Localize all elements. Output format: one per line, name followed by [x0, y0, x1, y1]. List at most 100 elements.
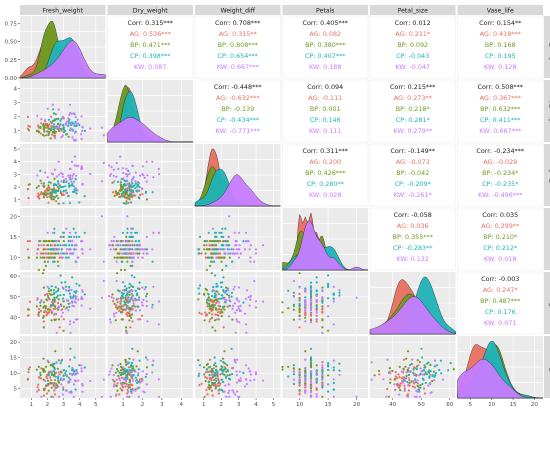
point-kw [53, 168, 57, 171]
point-cp [213, 260, 216, 263]
point-kw [76, 189, 79, 192]
panel [107, 336, 193, 398]
point-bp [136, 350, 139, 353]
point-kw [232, 366, 235, 369]
point-cp [131, 185, 134, 188]
point-kw [309, 288, 313, 291]
point-bp [120, 256, 124, 259]
point-kw [109, 321, 112, 324]
point-ag [40, 367, 43, 370]
point-cp [292, 373, 295, 376]
point-bp [126, 260, 129, 263]
point-kw [75, 122, 78, 126]
point-ag [45, 311, 48, 314]
point-bp [45, 298, 48, 301]
point-cp [135, 294, 138, 297]
point-kw [74, 115, 77, 118]
corr-value-bp: BP: 0.210* [483, 233, 517, 241]
point-bp [281, 368, 284, 371]
point-kw [89, 307, 92, 310]
point-kw [131, 164, 134, 167]
point-cp [198, 364, 202, 367]
strip-label-top: Petal_size [398, 8, 429, 15]
point-ag [53, 123, 56, 126]
point-cp [62, 179, 65, 182]
point-kw [65, 120, 68, 123]
point-cp [327, 282, 330, 285]
point-kw [51, 300, 54, 303]
point-kw [76, 372, 79, 375]
point-ag [57, 385, 60, 388]
point-cp [54, 191, 57, 194]
corr-value-kw: KW: 0.111 [309, 127, 341, 135]
point-cp [151, 303, 154, 306]
corr-value-cp: CP: 0.146 [310, 116, 341, 124]
point-bp [52, 198, 56, 201]
point-kw [89, 248, 92, 251]
point-bp [56, 308, 60, 311]
point-cp [214, 274, 217, 277]
point-bp [114, 190, 117, 193]
corr-value-cp: CP: 0.407*** [305, 52, 345, 60]
tick-label-x: 10 [296, 402, 304, 408]
corr-panel-bg [457, 271, 544, 335]
point-kw [145, 180, 148, 183]
point-bp [113, 194, 116, 197]
point-kw [145, 160, 148, 163]
panel [195, 336, 281, 398]
corr-value-corr: Corr: 0.405*** [303, 19, 348, 27]
point-kw [77, 379, 80, 382]
point-ag [62, 318, 65, 321]
point-cp [65, 133, 68, 136]
tick-label-y: 20 [10, 214, 18, 220]
point-bp [42, 127, 45, 130]
point-bp [211, 326, 214, 329]
corr-value-corr: Corr: 0.154** [479, 19, 521, 27]
point-ag [424, 392, 427, 395]
point-bp [35, 129, 38, 133]
point-kw [102, 161, 105, 165]
point-bp [42, 306, 45, 309]
point-cp [227, 370, 230, 373]
point-cp [53, 118, 56, 121]
point-ag [47, 186, 50, 189]
point-kw [108, 294, 111, 298]
point-cp [137, 368, 140, 371]
point-cp [222, 276, 225, 279]
point-ag [26, 115, 29, 118]
corr-value-corr: Corr: -0.058 [394, 211, 432, 219]
point-ag [134, 305, 137, 308]
point-kw [401, 379, 404, 382]
point-cp [83, 195, 86, 198]
point-ag [37, 244, 40, 247]
point-kw [231, 389, 234, 392]
point-bp [53, 130, 56, 133]
point-kw [309, 306, 313, 309]
point-kw [386, 358, 389, 361]
point-cp [433, 365, 436, 368]
tick-label-y: 1 [13, 198, 17, 204]
point-ag [36, 386, 39, 389]
point-kw [72, 172, 75, 176]
point-kw [218, 248, 221, 251]
point-cp [53, 298, 56, 301]
density-kw [107, 116, 193, 143]
point-bp [119, 183, 122, 186]
tick-label-x: 2 [219, 402, 223, 408]
point-bp [37, 311, 40, 314]
corr-value-corr: Corr: -0.003 [481, 275, 519, 283]
point-kw [249, 260, 252, 263]
point-kw [69, 167, 72, 170]
point-kw [57, 173, 61, 176]
point-kw [40, 244, 43, 247]
point-kw [80, 364, 83, 367]
point-bp [304, 350, 307, 353]
point-kw [332, 285, 335, 288]
point-cp [123, 188, 126, 191]
point-cp [50, 256, 53, 259]
point-bp [49, 289, 53, 292]
point-kw [146, 174, 149, 177]
corr-value-corr: Corr: -0.149** [390, 147, 435, 155]
point-ag [209, 318, 212, 321]
